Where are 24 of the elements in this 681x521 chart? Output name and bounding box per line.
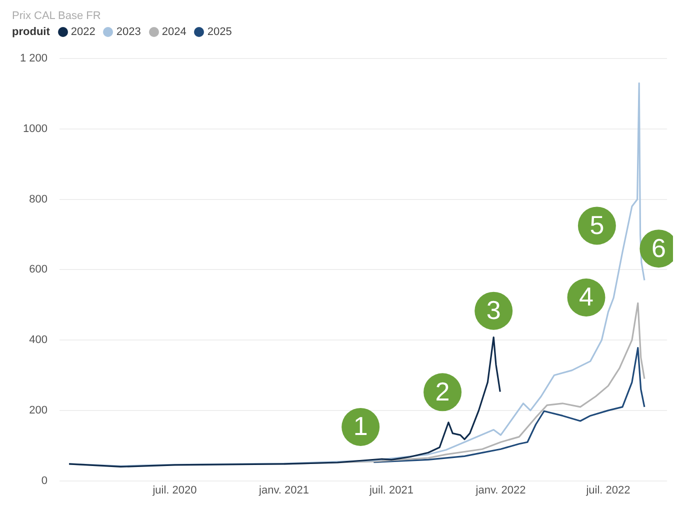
annotation: 4 bbox=[579, 282, 594, 312]
y-tick-label: 400 bbox=[29, 334, 48, 346]
y-tick-label: 600 bbox=[29, 264, 48, 276]
x-tick-label: janv. 2021 bbox=[258, 484, 309, 496]
y-tick-label: 1000 bbox=[23, 123, 48, 135]
legend-label: 2023 bbox=[116, 26, 141, 38]
x-tick-label: juil. 2022 bbox=[585, 484, 630, 496]
legend-title: produit bbox=[12, 26, 50, 38]
annotation: 2 bbox=[435, 376, 450, 406]
annotation: 6 bbox=[651, 232, 666, 263]
annotation: 5 bbox=[590, 210, 604, 240]
annotation: 1 bbox=[353, 411, 368, 442]
legend-label: 2025 bbox=[207, 26, 232, 38]
y-tick-label: 1 200 bbox=[20, 52, 48, 65]
y-tick-label: 200 bbox=[29, 404, 48, 416]
y-tick-label: 800 bbox=[29, 193, 48, 206]
x-tick-label: janv. 2022 bbox=[474, 484, 526, 496]
chart-title: Prix CAL Base FR bbox=[11, 9, 102, 24]
legend-label: 2022 bbox=[70, 26, 96, 38]
legend-label: 2024 bbox=[162, 26, 186, 38]
x-tick-label: juil. 2020 bbox=[152, 484, 197, 496]
annotation: 3 bbox=[486, 295, 501, 326]
x-tick-label: juil. 2021 bbox=[368, 484, 414, 496]
y-tick-label: 0 bbox=[41, 474, 48, 487]
